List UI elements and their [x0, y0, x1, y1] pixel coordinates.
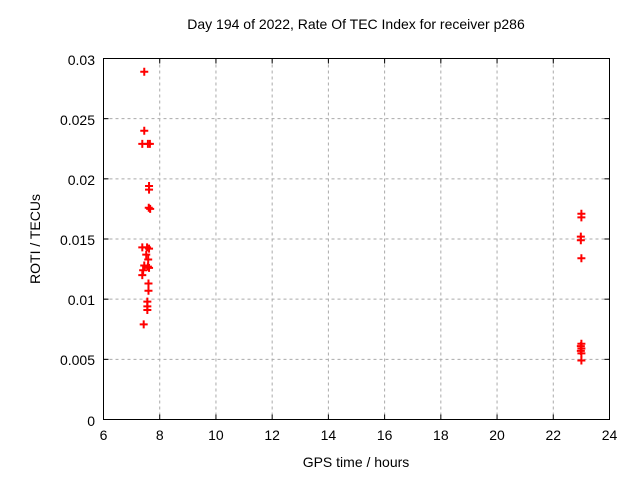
data-point-marker: [146, 204, 155, 213]
data-point-marker: [145, 185, 154, 194]
chart-title: Day 194 of 2022, Rate Of TEC Index for r…: [187, 16, 525, 32]
x-tick-label: 8: [155, 427, 164, 443]
y-tick-label: 0.02: [67, 171, 95, 188]
y-tick-label: 0.01: [67, 292, 95, 309]
data-point-marker: [144, 255, 153, 264]
data-point-marker: [577, 213, 586, 222]
data-point-marker: [577, 356, 586, 365]
data-point-marker: [140, 67, 149, 76]
x-tick-label: 10: [208, 427, 224, 443]
data-point-marker: [143, 262, 152, 271]
data-point-marker: [144, 286, 153, 295]
grid-lines: [103, 58, 610, 420]
x-tick-label: 22: [545, 427, 562, 443]
x-tick-label: 18: [433, 427, 449, 443]
data-point-marker: [145, 263, 154, 272]
data-point-marker: [144, 279, 153, 288]
y-tick-label: 0.025: [59, 111, 95, 128]
y-tick-label: 0.015: [59, 232, 95, 248]
data-point-marker: [142, 250, 151, 259]
data-point-marker: [143, 305, 152, 314]
y-tick-label: 0.005: [59, 352, 95, 369]
data-point-marker: [145, 139, 154, 148]
data-points: [138, 67, 586, 365]
x-tick-label: 24: [601, 427, 618, 443]
data-point-marker: [139, 320, 148, 329]
plot-border: [103, 58, 610, 420]
data-point-marker: [140, 126, 149, 135]
x-tick-label: 20: [489, 427, 505, 443]
data-point-marker: [144, 203, 153, 212]
data-point-marker: [145, 244, 154, 253]
x-tick-label: 12: [264, 427, 280, 443]
y-tick-label: 0.03: [67, 51, 95, 68]
data-point-marker: [138, 271, 147, 280]
data-point-marker: [576, 236, 585, 245]
x-tick-label: 6: [99, 427, 108, 443]
x-axis-title: GPS time / hours: [302, 454, 410, 470]
x-tick-label: 16: [376, 427, 393, 443]
data-point-marker: [577, 349, 586, 358]
data-point-marker: [577, 254, 586, 263]
y-tick-label: 0: [87, 412, 95, 429]
x-tick-label: 14: [320, 427, 337, 443]
